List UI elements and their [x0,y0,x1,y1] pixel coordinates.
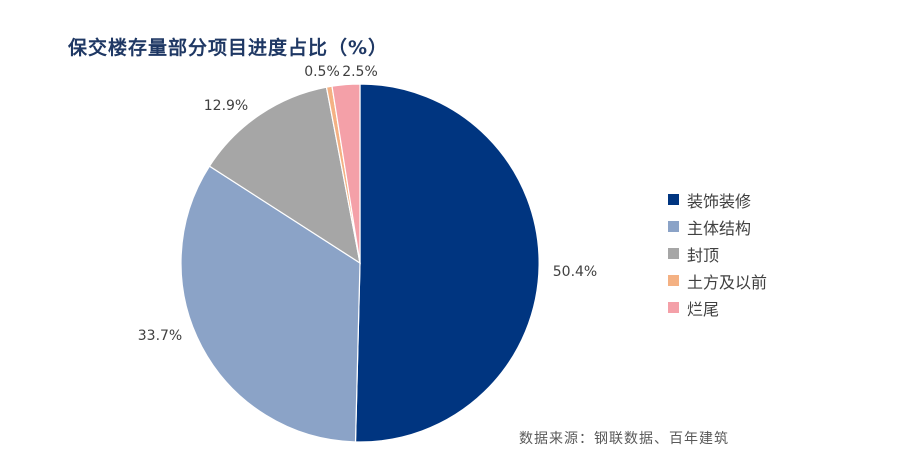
pie-slice [354,83,540,443]
legend-item: 烂尾 [668,294,767,321]
legend-label: 烂尾 [687,299,720,319]
legend-item: 封顶 [668,240,767,267]
legend-label: 土方及以前 [687,272,768,292]
legend-swatch [668,275,679,286]
data-label: 50.4% [553,264,597,280]
pie-slice [208,86,361,265]
data-label: 33.7% [138,328,182,344]
legend-swatch [668,194,679,205]
data-label: 2.5% [342,64,378,80]
pie-slice [180,165,361,443]
legend-swatch [668,248,679,259]
legend-label: 封顶 [687,245,720,265]
legend: 装饰装修主体结构封顶土方及以前烂尾 [668,186,767,321]
legend-item: 土方及以前 [668,267,767,294]
data-label: 12.9% [204,98,248,114]
legend-label: 主体结构 [687,218,752,238]
legend-swatch [668,221,679,232]
chart-title: 保交楼存量部分项目进度占比（%） [68,37,389,59]
data-label: 0.5% [304,64,340,80]
legend-item: 装饰装修 [668,186,767,213]
legend-label: 装饰装修 [687,191,752,211]
pie-slice [331,83,361,264]
legend-item: 主体结构 [668,213,767,240]
data-source: 数据来源：钢联数据、百年建筑 [519,431,729,447]
legend-swatch [668,302,679,313]
